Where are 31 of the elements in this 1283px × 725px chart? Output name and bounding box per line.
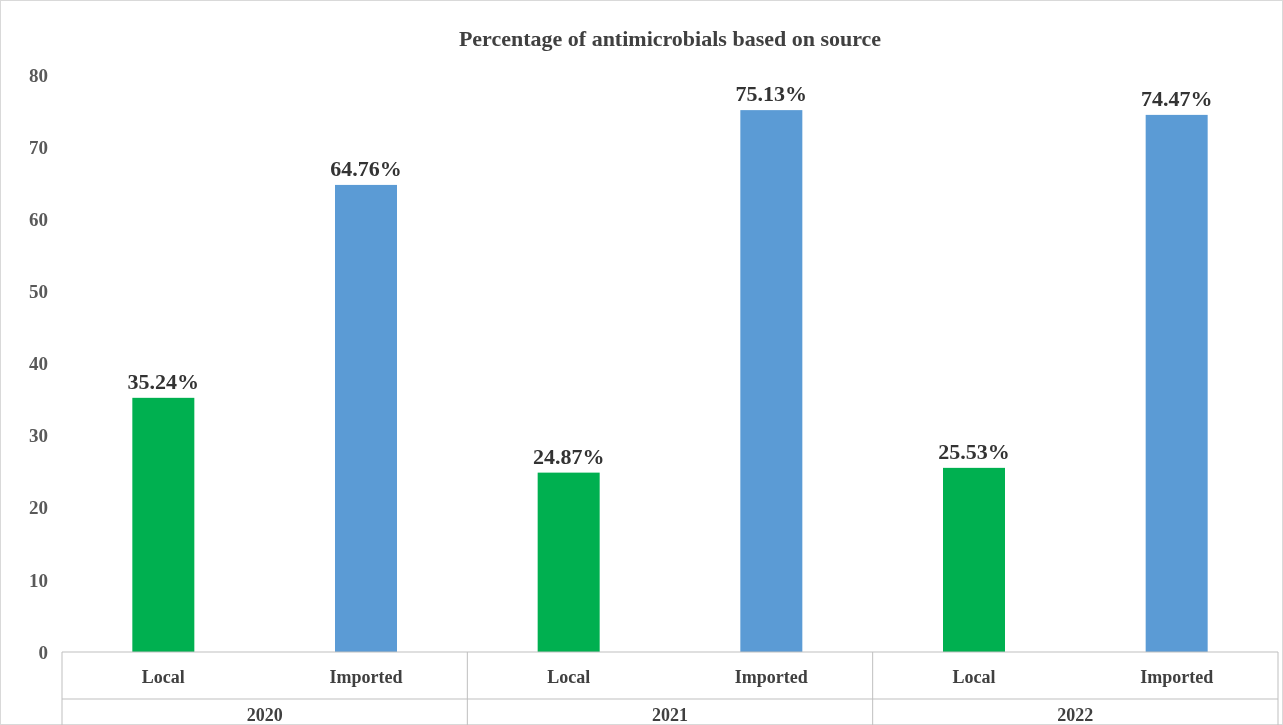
text: 2021	[652, 705, 688, 725]
y-tick-label: 20	[29, 497, 48, 519]
chart-title: Percentage of antimicrobials based on source	[458, 26, 882, 51]
bar	[537, 472, 600, 652]
text: 2020	[246, 705, 283, 725]
bar	[943, 467, 1005, 652]
x-tick-label: Imported	[734, 667, 808, 687]
y-tick-label: 80	[29, 64, 48, 86]
y-tick-label: 50	[29, 281, 48, 303]
data-label: 35.24%	[127, 368, 200, 394]
x-tick-label: Local	[952, 667, 996, 687]
text: 2022	[1057, 705, 1094, 725]
bar	[740, 110, 803, 652]
bar	[335, 184, 397, 652]
bar	[1145, 114, 1208, 652]
data-label: 24.87%	[532, 443, 605, 469]
x-tick-label: Local	[547, 667, 591, 687]
x-tick-label: Local	[141, 667, 185, 687]
y-tick-label: 0	[38, 641, 48, 663]
y-tick-label: 60	[29, 208, 48, 230]
bar	[132, 397, 195, 652]
data-label: 25.53%	[938, 438, 1010, 464]
y-tick-label: 70	[29, 136, 48, 158]
data-label: 75.13%	[735, 81, 808, 107]
y-tick-label: 40	[29, 353, 48, 375]
x-tick-label: Imported	[1140, 667, 1214, 687]
data-label: 64.76%	[330, 155, 402, 181]
x-tick-label: Imported	[329, 667, 403, 687]
data-label: 74.47%	[1140, 85, 1213, 111]
y-tick-label: 30	[29, 425, 48, 447]
y-tick-label: 10	[29, 569, 48, 591]
